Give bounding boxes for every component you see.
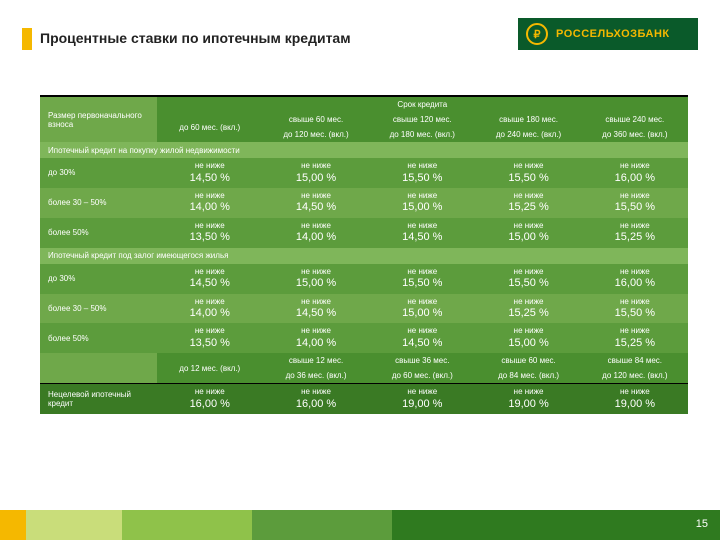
rate-cell: 13,50 % — [159, 336, 261, 350]
rate-cell: 14,00 % — [265, 336, 367, 350]
section-header: Ипотечный кредит под залог имеющегося жи… — [40, 248, 688, 264]
rate-cell: 15,25 % — [477, 200, 579, 214]
bank-logo: ₽ РОССЕЛЬХОЗБАНК — [518, 18, 698, 50]
term-col: до 84 мес. (вкл.) — [475, 368, 581, 384]
rate-cell: 19,00 % — [371, 397, 473, 411]
term-col: свыше 84 мес. — [582, 353, 688, 368]
rate-cell: 15,25 % — [477, 306, 579, 320]
rate-cell: 14,00 % — [265, 230, 367, 244]
term-col: свыше 12 мес. — [263, 353, 369, 368]
rate-cell: 15,50 % — [477, 171, 579, 185]
rate-cell: 14,50 % — [265, 200, 367, 214]
rate-cell: 15,50 % — [584, 200, 686, 214]
term-col: свыше 120 мес. — [369, 112, 475, 127]
page-title: Процентные ставки по ипотечным кредитам — [40, 30, 351, 46]
term-col: до 120 мес. (вкл.) — [263, 127, 369, 142]
page-number: 15 — [696, 518, 708, 530]
rate-cell: 15,25 % — [584, 336, 686, 350]
term-col: до 240 мес. (вкл.) — [475, 127, 581, 142]
rate-cell: 16,00 % — [265, 397, 367, 411]
logo-icon: ₽ — [526, 23, 548, 45]
rate-cell: 16,00 % — [159, 397, 261, 411]
title-accent — [22, 28, 32, 50]
rate-cell: 15,00 % — [371, 306, 473, 320]
row-label: более 30 – 50% — [40, 188, 157, 218]
term-col: до 36 мес. (вкл.) — [263, 368, 369, 384]
term-col: свыше 60 мес. — [263, 112, 369, 127]
rate-cell: 19,00 % — [477, 397, 579, 411]
rate-cell: 14,50 % — [159, 171, 261, 185]
rates-table: Размер первоначального взноса Срок креди… — [40, 95, 688, 414]
rate-cell: 14,50 % — [371, 336, 473, 350]
rate-cell: 15,50 % — [371, 171, 473, 185]
row-label: до 30% — [40, 264, 157, 294]
row-label: более 30 – 50% — [40, 294, 157, 324]
rate-cell: 16,00 % — [584, 171, 686, 185]
row-label: Нецелевой ипотечный кредит — [40, 384, 157, 414]
rate-cell: 15,50 % — [584, 306, 686, 320]
rate-cell: 15,00 % — [265, 276, 367, 290]
table-row: Нецелевой ипотечный кредит не ниже16,00 … — [40, 384, 688, 414]
row-label: более 50% — [40, 323, 157, 353]
rate-cell: 15,00 % — [477, 230, 579, 244]
table-row: до 30% не ниже14,50 % не ниже15,00 % не … — [40, 158, 688, 188]
term-col: свыше 36 мес. — [369, 353, 475, 368]
rate-cell: 14,00 % — [159, 306, 261, 320]
rate-cell: 15,00 % — [371, 200, 473, 214]
table-row: более 50% не ниже13,50 % не ниже14,00 % … — [40, 323, 688, 353]
rate-cell: 13,50 % — [159, 230, 261, 244]
table-row: более 30 – 50% не ниже14,00 % не ниже14,… — [40, 294, 688, 324]
row-label: до 30% — [40, 158, 157, 188]
footer-stripes: 15 — [0, 510, 720, 540]
term-col: до 12 мес. (вкл.) — [157, 353, 263, 384]
term-col: до 60 мес. (вкл.) — [157, 112, 263, 142]
rate-cell: 15,00 % — [477, 336, 579, 350]
term-col: до 360 мес. (вкл.) — [582, 127, 688, 142]
row-header-empty — [40, 353, 157, 384]
table-row: более 50% не ниже13,50 % не ниже14,00 % … — [40, 218, 688, 248]
rate-cell: 15,25 % — [584, 230, 686, 244]
rate-cell: 14,50 % — [159, 276, 261, 290]
table-row: более 30 – 50% не ниже14,00 % не ниже14,… — [40, 188, 688, 218]
section-header: Ипотечный кредит на покупку жилой недвиж… — [40, 142, 688, 158]
row-label: более 50% — [40, 218, 157, 248]
term-col: свыше 240 мес. — [582, 112, 688, 127]
term-header: Срок кредита — [157, 96, 688, 112]
rate-cell: 15,00 % — [265, 171, 367, 185]
term-col: до 60 мес. (вкл.) — [369, 368, 475, 384]
rate-cell: 15,50 % — [477, 276, 579, 290]
term-col: свыше 60 мес. — [475, 353, 581, 368]
term-col: свыше 180 мес. — [475, 112, 581, 127]
term-col: до 120 мес. (вкл.) — [582, 368, 688, 384]
table-row: до 30% не ниже14,50 % не ниже15,00 % не … — [40, 264, 688, 294]
rate-cell: 14,50 % — [371, 230, 473, 244]
rate-cell: 19,00 % — [584, 397, 686, 411]
rate-cell: 14,50 % — [265, 306, 367, 320]
term-col: до 180 мес. (вкл.) — [369, 127, 475, 142]
logo-text: РОССЕЛЬХОЗБАНК — [556, 28, 670, 40]
row-header-label: Размер первоначального взноса — [40, 96, 157, 142]
rate-cell: 16,00 % — [584, 276, 686, 290]
rate-cell: 14,00 % — [159, 200, 261, 214]
rate-cell: 15,50 % — [371, 276, 473, 290]
